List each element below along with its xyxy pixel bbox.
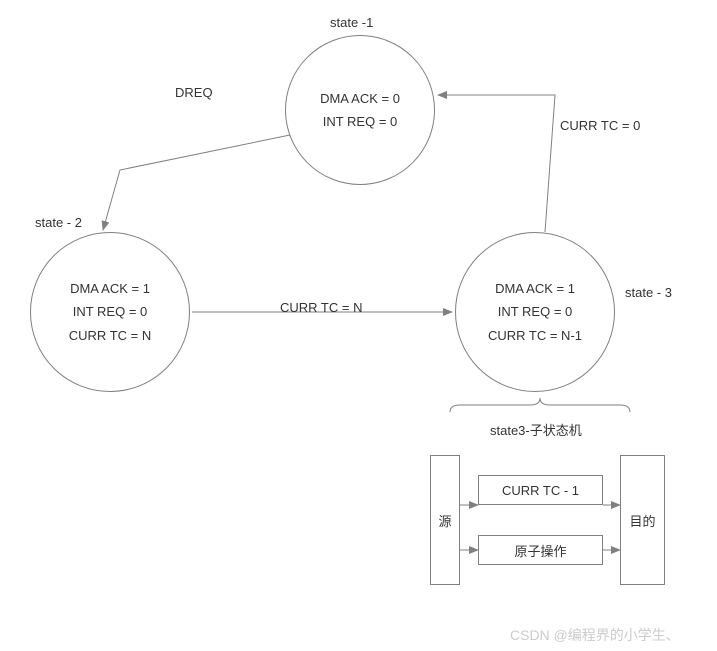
state3-node: DMA ACK = 1 INT REQ = 0 CURR TC = N-1: [455, 232, 615, 392]
state3-line3: CURR TC = N-1: [488, 324, 582, 347]
edge-label-dreq: DREQ: [175, 85, 213, 100]
mid-box-2-text: 原子操作: [514, 541, 566, 560]
source-text: 源: [438, 511, 451, 530]
state2-line2: INT REQ = 0: [73, 300, 148, 323]
watermark-text: CSDN @编程界的小学生、: [510, 625, 680, 645]
state1-node: DMA ACK = 0 INT REQ = 0: [285, 35, 435, 185]
state2-line3: CURR TC = N: [69, 324, 151, 347]
edge-dreq: [103, 135, 290, 230]
substate-title: state3-子状态机: [490, 420, 582, 439]
mid-box-2: 原子操作: [478, 535, 603, 565]
mid-box-1: CURR TC - 1: [478, 475, 603, 505]
mid-box-1-text: CURR TC - 1: [502, 483, 579, 498]
dest-text: 目的: [629, 511, 655, 530]
brace-curve: [450, 398, 630, 412]
state2-node: DMA ACK = 1 INT REQ = 0 CURR TC = N: [30, 232, 190, 392]
source-box: 源: [430, 455, 460, 585]
state1-line2: INT REQ = 0: [323, 110, 398, 133]
state3-label: state - 3: [625, 285, 672, 300]
edge-curr-tc-0: [438, 95, 555, 232]
state2-line1: DMA ACK = 1: [70, 277, 150, 300]
state3-line1: DMA ACK = 1: [495, 277, 575, 300]
state2-label: state - 2: [35, 215, 82, 230]
dest-box: 目的: [620, 455, 665, 585]
diagram-canvas: state -1 DMA ACK = 0 INT REQ = 0 state -…: [0, 0, 717, 651]
state3-line2: INT REQ = 0: [498, 300, 573, 323]
state1-line1: DMA ACK = 0: [320, 87, 400, 110]
state1-label: state -1: [330, 15, 373, 30]
edge-label-currtcn: CURR TC = N: [280, 300, 362, 315]
edge-label-currtc0: CURR TC = 0: [560, 118, 640, 133]
